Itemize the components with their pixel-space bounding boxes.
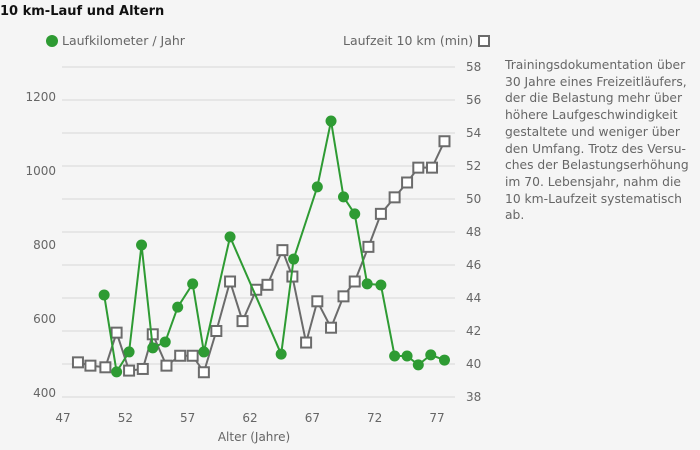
km-data-point	[338, 191, 349, 203]
time-data-point	[123, 364, 136, 377]
km-data-point	[349, 208, 361, 220]
km-data-point	[123, 346, 135, 358]
x-tick-label: 57	[180, 411, 195, 425]
time-data-point	[337, 290, 350, 303]
km-data-point	[187, 278, 199, 290]
km-data-point	[389, 350, 401, 362]
y-left-tick-label: 1000	[25, 164, 56, 178]
km-data-point	[288, 253, 300, 265]
time-data-point	[236, 315, 249, 328]
y-right-tick-label: 48	[466, 225, 481, 239]
time-data-point	[136, 362, 149, 375]
green-circle-legend-icon	[46, 34, 58, 47]
x-tick-label: 77	[429, 411, 444, 425]
km-data-point	[172, 301, 184, 313]
km-data-point	[275, 348, 287, 360]
y-right-tick-label: 56	[466, 93, 481, 107]
y-axis-right: 38 40 42 44 46 48 50 52 54 56 58	[466, 60, 481, 404]
x-tick-label: 52	[118, 411, 133, 425]
y-right-tick-label: 52	[466, 159, 481, 173]
series-laufkilometer	[98, 115, 450, 378]
y-right-tick-label: 50	[466, 192, 481, 206]
chart-title: 10 km-Lauf und Altern	[0, 4, 165, 19]
y-axis-left: 400 600 800 1000 1200	[25, 90, 56, 400]
time-data-point	[146, 328, 159, 341]
km-data-point	[224, 231, 236, 243]
time-data-point	[174, 349, 187, 362]
time-data-point	[110, 326, 123, 339]
y-right-tick-label: 42	[466, 324, 481, 338]
legend-time: Laufzeit 10 km (min)	[343, 33, 491, 48]
time-data-point	[412, 161, 425, 174]
time-data-point	[276, 244, 289, 257]
time-data-point	[160, 359, 173, 372]
y-left-tick-label: 1200	[25, 90, 56, 104]
km-data-point	[438, 354, 450, 366]
time-data-point	[300, 336, 313, 349]
time-data-point	[401, 176, 414, 189]
km-data-point	[412, 359, 424, 371]
y-left-tick-label: 800	[33, 238, 56, 252]
km-data-point	[425, 349, 437, 361]
time-data-point	[388, 191, 401, 204]
km-data-point	[311, 181, 323, 193]
km-data-point	[111, 366, 123, 378]
series-laufzeit	[71, 135, 451, 379]
y-right-tick-label: 46	[466, 258, 481, 272]
x-tick-label: 67	[305, 411, 320, 425]
gray-square-legend-icon	[478, 34, 491, 47]
km-data-point	[361, 278, 373, 290]
y-right-tick-label: 44	[466, 291, 481, 305]
y-left-tick-label: 400	[33, 386, 56, 400]
time-data-point	[210, 325, 223, 337]
km-data-point	[147, 342, 159, 354]
time-data-point	[325, 321, 338, 334]
annotation-text: Trainingsdokumentation über 30 Jahre ein…	[505, 58, 689, 223]
time-data-point	[71, 356, 84, 369]
time-data-point	[261, 278, 274, 291]
km-data-point	[136, 239, 148, 251]
time-data-point	[197, 366, 210, 379]
y-right-tick-label: 54	[466, 126, 481, 140]
time-data-point	[362, 240, 375, 253]
km-data-point	[159, 336, 171, 348]
time-data-point	[186, 349, 199, 362]
gridlines	[62, 66, 455, 398]
x-axis-label: Alter (Jahre)	[218, 430, 290, 444]
time-data-point	[311, 295, 324, 308]
km-data-point	[98, 289, 110, 301]
legend-km-label: Laufkilometer / Jahr	[62, 33, 185, 48]
km-data-point	[375, 279, 387, 291]
x-axis: 47 52 57 62 67 72 77	[55, 411, 444, 425]
time-data-point	[374, 207, 387, 220]
legend-km: Laufkilometer / Jahr	[46, 33, 185, 48]
time-data-point	[438, 135, 451, 148]
time-data-point	[224, 275, 237, 288]
time-line	[77, 140, 446, 375]
km-data-point	[325, 115, 337, 127]
km-data-point	[401, 350, 413, 362]
y-right-tick-label: 40	[466, 357, 481, 371]
y-right-tick-label: 38	[466, 390, 481, 404]
time-data-point	[99, 361, 112, 374]
x-tick-label: 47	[55, 411, 70, 425]
y-right-tick-label: 58	[466, 60, 481, 74]
x-tick-label: 62	[242, 411, 257, 425]
legend-time-label: Laufzeit 10 km (min)	[343, 33, 474, 48]
y-left-tick-label: 600	[33, 312, 56, 326]
time-data-point	[84, 359, 97, 372]
km-data-point	[198, 346, 210, 358]
x-tick-label: 72	[367, 411, 382, 425]
time-data-point	[426, 161, 439, 174]
time-data-point	[348, 275, 361, 288]
